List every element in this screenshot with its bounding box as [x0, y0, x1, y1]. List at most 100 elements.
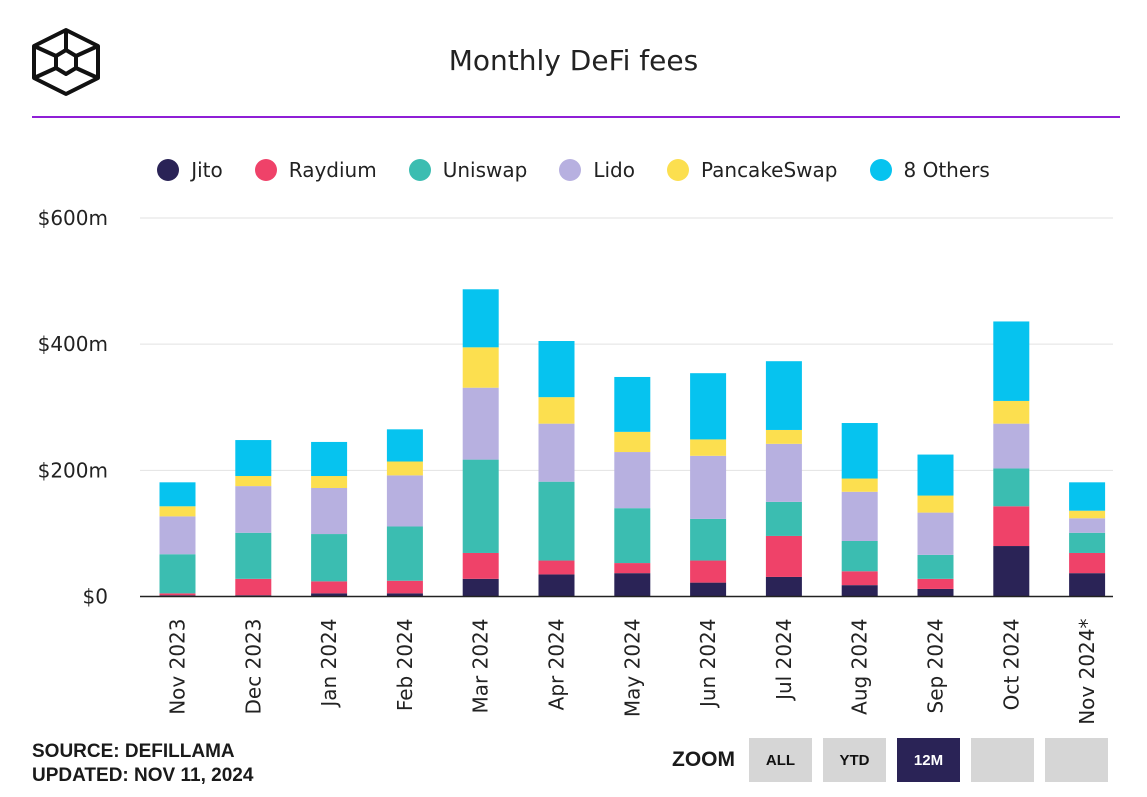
bar-segment: [765, 535, 802, 577]
legend-swatch: [157, 159, 180, 181]
zoom-control: ZOOM ALL YTD 12M: [672, 738, 1119, 782]
bar-segment: [462, 387, 499, 460]
legend-item-raydium[interactable]: Raydium: [254, 158, 377, 182]
bar-segment: [386, 526, 423, 581]
zoom-blank-button[interactable]: [1045, 738, 1108, 782]
zoom-all-button[interactable]: ALL: [749, 738, 812, 782]
legend-item-jito[interactable]: Jito: [157, 158, 223, 182]
bar-segment: [538, 574, 575, 597]
bar-segment: [311, 441, 348, 477]
bar-segment: [159, 554, 196, 594]
bar-segment: [765, 361, 802, 430]
bar-segment: [159, 593, 196, 596]
legend-label: PancakeSwap: [700, 158, 838, 182]
bar-segment: [690, 455, 727, 519]
legend-label: 8 Others: [903, 158, 990, 182]
bar-segment: [462, 459, 499, 553]
bar-segment: [1069, 552, 1106, 574]
bar-segment: [386, 580, 423, 594]
bar-segment: [993, 546, 1030, 597]
bar-segment: [462, 578, 499, 597]
bar-segment: [690, 373, 727, 440]
legend-label: Uniswap: [442, 158, 528, 182]
bar-segment: [538, 341, 575, 398]
bar-segment: [462, 289, 499, 348]
x-tick-label: May 2024: [620, 619, 644, 718]
bar-segment: [841, 478, 878, 492]
x-tick-label: Apr 2024: [545, 619, 569, 711]
legend-item-uniswap[interactable]: Uniswap: [408, 158, 528, 182]
x-tick-label: Mar 2024: [469, 619, 493, 714]
legend-swatch: [408, 159, 431, 181]
bar-segment: [1069, 510, 1106, 519]
legend-swatch: [869, 159, 892, 181]
y-tick-label: $600m: [38, 206, 108, 230]
bar-segment: [235, 578, 272, 596]
bar-segment: [311, 476, 348, 488]
x-tick-label: Feb 2024: [393, 619, 417, 712]
bar-segment: [538, 423, 575, 482]
bar-segment: [614, 573, 651, 597]
bar-segment: [235, 486, 272, 533]
bar-segment: [690, 560, 727, 583]
legend-item-pancakeswap[interactable]: PancakeSwap: [666, 158, 838, 182]
legend-item-8-others[interactable]: 8 Others: [869, 158, 990, 182]
chart-footer: SOURCE: DEFILLAMA UPDATED: NOV 11, 2024: [32, 740, 253, 788]
x-tick-label: Jul 2024: [772, 619, 796, 702]
zoom-blank-button[interactable]: [971, 738, 1034, 782]
x-tick-label: Oct 2024: [999, 619, 1023, 711]
legend-swatch: [254, 159, 277, 181]
bar-segment: [917, 588, 954, 597]
bar-segment: [159, 506, 196, 517]
bar-segment: [462, 347, 499, 388]
bar-segment: [311, 593, 348, 597]
bar-segment: [917, 454, 954, 496]
x-tick-label: Aug 2024: [848, 619, 872, 715]
bar-segment: [765, 443, 802, 502]
bar-segment: [993, 400, 1030, 424]
legend-swatch: [666, 159, 689, 181]
zoom-12m-button[interactable]: 12M: [897, 738, 960, 782]
zoom-ytd-button[interactable]: YTD: [823, 738, 886, 782]
chart-legend: Jito Raydium Uniswap Lido PancakeSwap 8 …: [0, 158, 1147, 182]
bar-segment: [235, 440, 272, 477]
zoom-label: ZOOM: [672, 748, 735, 771]
bar-segment: [462, 552, 499, 579]
bar-segment: [1069, 532, 1106, 553]
bar-segment: [1069, 482, 1106, 511]
stacked-bar-chart: $0 $200m $400m $600m Nov 2023 Dec 2023 Jan 202…: [38, 206, 1113, 725]
x-tick-label: Jun 2024: [696, 619, 720, 710]
bar-segment: [386, 593, 423, 597]
legend-swatch: [559, 159, 582, 181]
bar-segment: [690, 518, 727, 561]
updated-note: UPDATED: NOV 11, 2024: [32, 765, 254, 786]
source-note: SOURCE: DEFILLAMA: [32, 741, 235, 762]
bar-segment: [917, 495, 954, 513]
legend-item-lido[interactable]: Lido: [559, 158, 635, 182]
legend-label: Raydium: [288, 158, 377, 182]
bar-segment: [841, 540, 878, 572]
x-tick-label: Sep 2024: [924, 619, 948, 714]
x-tick-label: Nov 2024*: [1075, 619, 1099, 725]
bar-segment: [841, 585, 878, 597]
x-tick-label: Jan 2024: [317, 619, 341, 709]
bar-segment: [765, 501, 802, 536]
x-tick-label: Nov 2023: [166, 619, 190, 715]
bar-segment: [311, 581, 348, 594]
bar-segment: [235, 532, 272, 579]
bar-segment: [765, 576, 802, 597]
bar-segment: [1069, 518, 1106, 533]
bar-segment: [614, 563, 651, 574]
bar-segment: [690, 439, 727, 456]
bar-segment: [235, 476, 272, 487]
bar-segment: [311, 487, 348, 535]
bar-segment: [614, 452, 651, 509]
y-tick-label: $200m: [38, 458, 108, 482]
bar-segment: [765, 429, 802, 444]
bar-segment: [386, 429, 423, 462]
bar-segment: [159, 516, 196, 555]
bar-segment: [690, 582, 727, 597]
x-tick-label: Dec 2023: [241, 619, 265, 715]
bar-segment: [993, 321, 1030, 401]
bar-segment: [538, 560, 575, 575]
